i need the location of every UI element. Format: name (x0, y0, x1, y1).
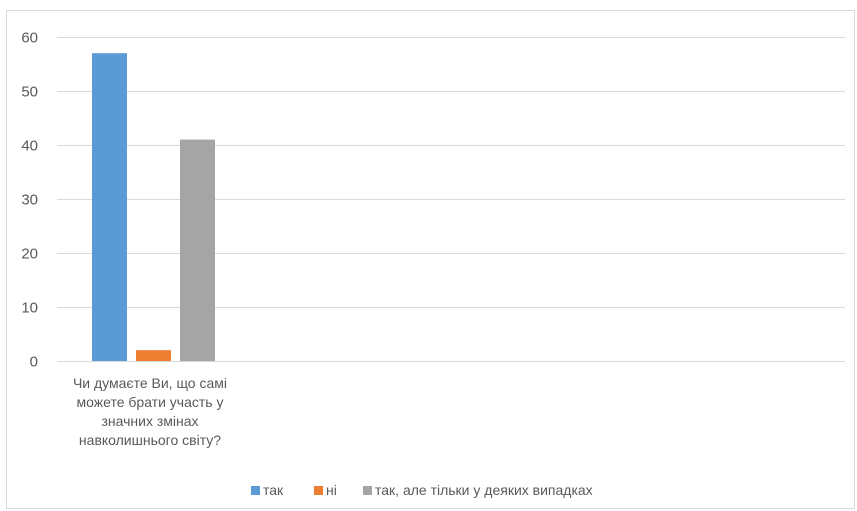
category-label-line: значних змінах (101, 413, 198, 429)
category-label-line: можете брати участь у (77, 394, 224, 410)
legend-label-2: ні (326, 482, 337, 498)
legend-swatch-1 (251, 486, 260, 495)
legend-label-1: так (263, 482, 284, 498)
category-label-line: Чи думаєте Ви, що самі (73, 375, 227, 391)
bars (92, 53, 215, 361)
legend-swatch-3 (363, 486, 372, 495)
bar-1 (92, 53, 127, 361)
y-tick-label: 40 (21, 138, 38, 155)
category-label-line: навколишнього світу? (79, 432, 221, 448)
legend-label-3: так, але тільки у деяких випадках (375, 482, 593, 498)
bar-3 (180, 139, 215, 361)
y-tick-label: 50 (21, 84, 38, 101)
y-tick-label: 0 (30, 354, 38, 371)
y-tick-label: 60 (21, 30, 38, 47)
bar-2 (136, 350, 171, 361)
legend-swatch-2 (314, 486, 323, 495)
y-axis-ticks: 0 10 20 30 40 50 60 (21, 30, 38, 371)
gridlines (57, 37, 845, 308)
y-tick-label: 30 (21, 192, 38, 209)
category-labels: Чи думаєте Ви, що самі можете брати участ… (73, 375, 227, 448)
chart-area (6, 10, 855, 509)
legend: так ні так, але тільки у деяких випадках (251, 482, 593, 498)
y-tick-label: 10 (21, 300, 38, 317)
y-tick-label: 20 (21, 246, 38, 263)
